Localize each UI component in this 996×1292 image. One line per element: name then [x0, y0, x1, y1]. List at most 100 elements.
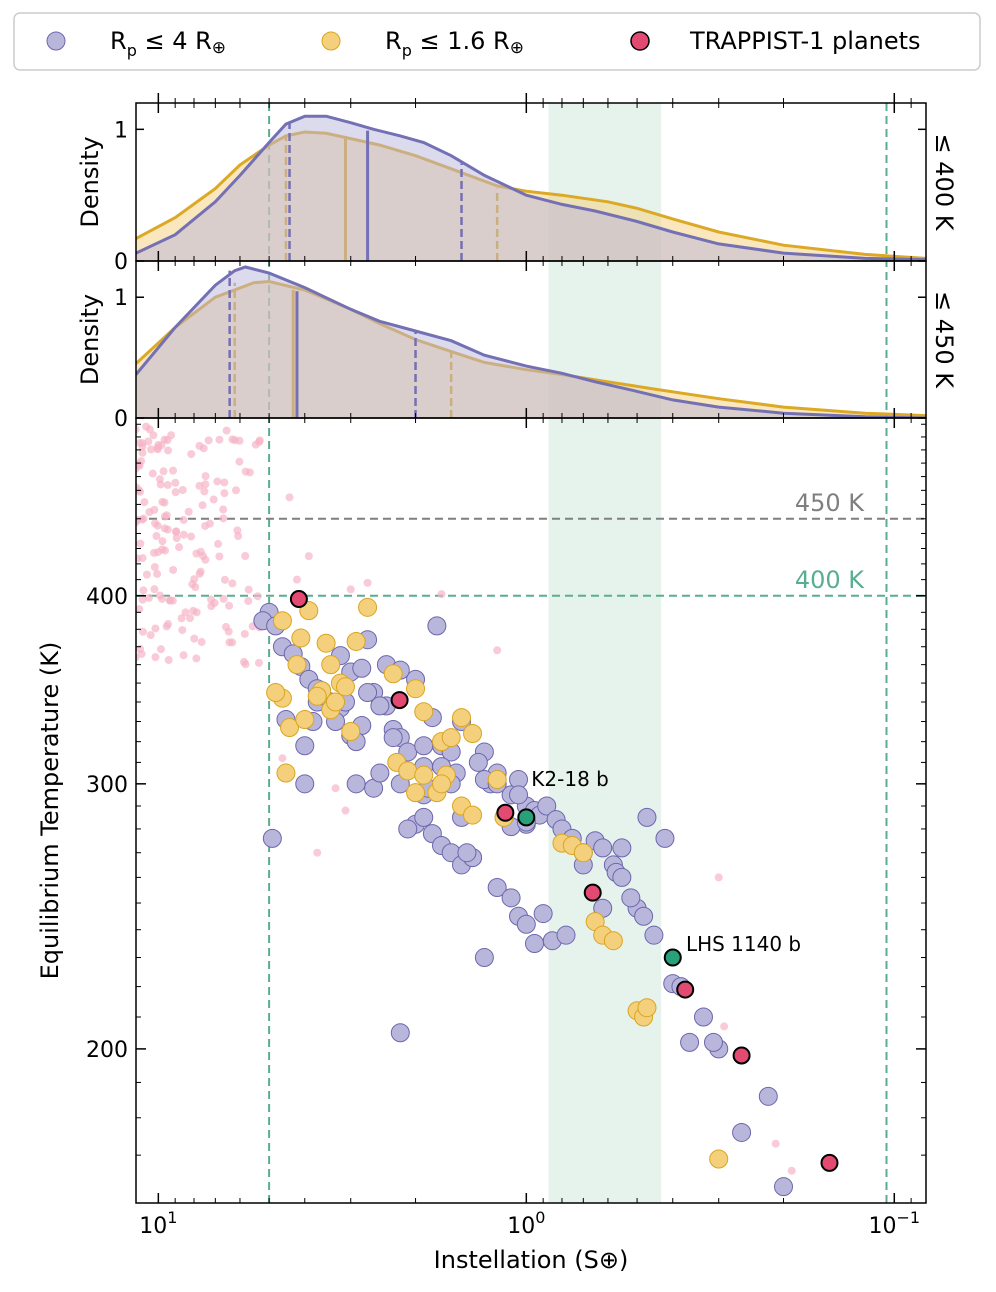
- field-point: [220, 478, 229, 487]
- field-point: [215, 552, 224, 561]
- field-point: [151, 519, 160, 528]
- habitable-band: [548, 103, 662, 1203]
- point-rocky: [637, 998, 657, 1018]
- density-curve-small: [136, 265, 926, 418]
- point-small: [680, 1032, 700, 1052]
- field-point: [205, 519, 214, 528]
- point-rocky: [487, 769, 507, 789]
- field-point: [136, 641, 137, 645]
- point-small: [612, 838, 632, 858]
- point-rocky: [383, 664, 403, 684]
- field-point: [136, 425, 140, 434]
- point-small: [703, 1032, 723, 1052]
- legend-label-trappist: TRAPPIST-1 planets: [689, 27, 921, 55]
- field-point: [136, 602, 137, 605]
- point-rocky: [603, 931, 623, 951]
- field-point: [214, 539, 223, 548]
- field-point: [363, 578, 372, 587]
- field-point: [158, 545, 167, 554]
- legend-label-small: Rp ≤ 4 R⊕: [110, 27, 226, 60]
- field-point: [163, 481, 172, 490]
- legend-marker-small: [46, 31, 66, 51]
- field-point: [254, 658, 263, 667]
- y-axis-label: Equilibrium Temperature (K): [36, 642, 64, 980]
- point-small: [457, 843, 477, 863]
- field-point: [138, 554, 147, 563]
- field-point: [175, 543, 184, 552]
- xtick-label: 100: [507, 1208, 545, 1239]
- density-fill-small: [136, 116, 926, 261]
- field-point: [160, 524, 169, 533]
- legend-marker-trappist: [630, 31, 650, 51]
- density-ylabel-2: Density: [76, 294, 104, 385]
- field-point: [181, 608, 190, 617]
- field-point: [158, 594, 167, 603]
- field-point: [150, 585, 159, 594]
- field-point: [147, 445, 156, 454]
- field-point: [232, 486, 241, 495]
- field-point: [137, 649, 146, 658]
- field-point: [160, 498, 169, 507]
- point-trappist: [676, 980, 695, 999]
- density-fill-small: [136, 267, 926, 418]
- annotation-label: LHS 1140 b: [686, 932, 801, 956]
- series-small: [253, 602, 794, 1197]
- point-rocky: [573, 843, 593, 863]
- field-point: [493, 646, 502, 655]
- field-point: [136, 605, 144, 614]
- field-point: [178, 486, 187, 495]
- point-rocky: [341, 722, 361, 742]
- field-point: [137, 457, 146, 466]
- field-point: [200, 487, 209, 496]
- field-point: [225, 601, 234, 610]
- point-small: [621, 888, 641, 908]
- field-point: [171, 488, 180, 497]
- point-trappist: [820, 1153, 839, 1172]
- point-small: [474, 948, 494, 968]
- point-rocky: [406, 679, 426, 699]
- point-small: [644, 925, 664, 945]
- point-small: [525, 933, 545, 953]
- ytick-label: 300: [86, 773, 128, 798]
- ytick-label: 200: [86, 1038, 128, 1063]
- point-small: [370, 763, 390, 783]
- density-ytick-label: 1: [114, 118, 128, 143]
- field-point: [140, 498, 149, 507]
- field-point: [153, 569, 162, 578]
- point-rocky: [291, 628, 311, 648]
- field-point: [168, 466, 177, 475]
- field-point: [136, 550, 137, 554]
- field-point: [251, 440, 260, 449]
- point-rocky: [463, 724, 483, 744]
- field-point: [198, 551, 207, 560]
- point-trappist: [732, 1046, 751, 1065]
- point-rocky: [414, 702, 434, 722]
- field-point: [220, 575, 229, 584]
- field-point: [199, 444, 208, 453]
- field-point: [152, 531, 161, 540]
- point-small: [693, 1007, 713, 1027]
- field-point: [160, 512, 169, 521]
- field-point: [234, 532, 243, 541]
- point-small: [487, 878, 507, 898]
- field-point: [240, 629, 249, 638]
- density-ytick-label: 0: [114, 250, 128, 275]
- field-point: [219, 514, 228, 523]
- point-trappist: [289, 590, 308, 609]
- field-point: [190, 575, 199, 584]
- field-point: [201, 480, 210, 489]
- field-point: [178, 626, 187, 635]
- field-point: [179, 651, 188, 660]
- point-rocky: [398, 761, 418, 781]
- field-point: [714, 873, 723, 882]
- point-small: [501, 888, 521, 908]
- point-rocky: [358, 597, 378, 617]
- field-point: [235, 436, 244, 445]
- density-ytick-label: 0: [114, 407, 128, 432]
- field-point: [220, 489, 229, 498]
- density-panel-label-2: ≤ 450 K: [930, 291, 958, 389]
- point-small: [655, 828, 675, 848]
- legend-marker-rocky: [321, 31, 341, 51]
- point-rocky: [321, 655, 341, 675]
- field-point: [149, 431, 158, 440]
